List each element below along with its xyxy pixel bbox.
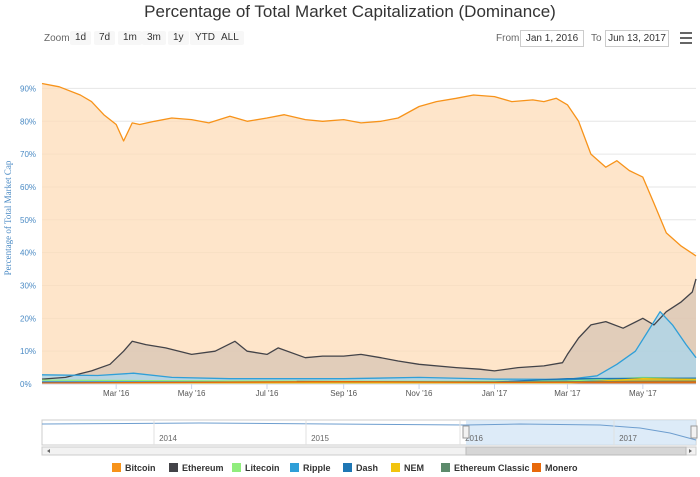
x-tick-label: Sep '16 [330, 389, 357, 398]
navigator-right-handle [690, 425, 698, 439]
x-tick-label: May '16 [178, 389, 206, 398]
zoom-button-all[interactable]: ALL [216, 31, 244, 45]
to-date-input[interactable]: Jun 13, 2017 [605, 30, 669, 47]
y-tick-label: 30% [20, 281, 36, 290]
x-tick-label: Mar '16 [103, 389, 130, 398]
navigator[interactable]: 2014 2015 2016 2017 [41, 419, 698, 456]
legend-item-ethereum-classic[interactable]: Ethereum Classic [441, 463, 530, 473]
zoom-button-1d[interactable]: 1d [70, 31, 92, 45]
zoom-button-3m[interactable]: 3m [142, 31, 166, 45]
legend-label: NEM [404, 463, 424, 473]
navigator-year-label: 2016 [465, 434, 483, 443]
legend-label: Ethereum [182, 463, 224, 473]
chart-title: Percentage of Total Market Capitalizatio… [144, 2, 556, 21]
legend-label: Ripple [303, 463, 331, 473]
zoom-label: Zoom [44, 33, 70, 44]
zoom-button-ytd[interactable]: YTD [190, 31, 220, 45]
y-tick-label: 10% [20, 347, 36, 356]
series-line-nem [41, 378, 697, 384]
x-tick-label: Mar '17 [554, 389, 581, 398]
x-tick-label: May '17 [629, 389, 657, 398]
legend-item-ethereum[interactable]: Ethereum [169, 463, 224, 473]
legend-label: Ethereum Classic [454, 463, 530, 473]
navigator-left-handle [462, 425, 470, 439]
from-date-input[interactable]: Jan 1, 2016 [520, 30, 584, 47]
legend-label: Monero [545, 463, 578, 473]
legend-item-dash[interactable]: Dash [343, 463, 378, 473]
legend-label: Bitcoin [125, 463, 156, 473]
navigator-year-label: 2014 [159, 434, 177, 443]
from-label: From [496, 33, 520, 44]
y-tick-label: 40% [20, 249, 36, 258]
legend-item-bitcoin[interactable]: Bitcoin [112, 463, 156, 473]
series-area-ripple [42, 311, 696, 384]
navigator-year-label: 2017 [619, 434, 637, 443]
series-areas [42, 83, 696, 384]
y-tick-label: 90% [20, 84, 36, 93]
series-lines [41, 82, 697, 384]
legend-item-ripple[interactable]: Ripple [290, 463, 331, 473]
y-tick-label: 80% [20, 117, 36, 126]
scroll-left-arrow-icon [47, 449, 50, 453]
y-tick-label: 70% [20, 150, 36, 159]
legend-swatch [290, 463, 299, 472]
zoom-button-1m[interactable]: 1m [118, 31, 142, 45]
x-tick-label: Jul '16 [256, 389, 279, 398]
series-line-ethereum [41, 278, 697, 380]
chart-canvas: 0% 10% 20% 30% 40% 50% 60% 70% 80% 90% Mar '16 May … [3, 82, 698, 456]
series-area-bitcoin [42, 83, 696, 384]
series-area-ethereum [42, 278, 696, 384]
legend-swatch [532, 463, 541, 472]
legend: Bitcoin Ethereum Litecoin Ripple Dash NEM Ethe… [0, 463, 700, 477]
y-tick-label: 60% [20, 183, 36, 192]
y-axis-label: Percentage of Total Market Cap [3, 160, 13, 275]
to-label: To [591, 33, 602, 44]
legend-swatch [112, 463, 121, 472]
navigator-scrollbar-thumb [465, 446, 687, 456]
navigator-scrollbar-track [41, 446, 697, 456]
navigator-series-line [41, 422, 697, 441]
y-tick-label: 0% [20, 380, 32, 389]
legend-label: Dash [356, 463, 379, 473]
legend-item-nem[interactable]: NEM [391, 463, 424, 473]
legend-swatch [232, 463, 241, 472]
navigator-selected-range [466, 420, 696, 445]
series-line-monero [41, 381, 697, 384]
legend-item-litecoin[interactable]: Litecoin [232, 463, 280, 473]
x-tick-label: Jan '17 [482, 389, 508, 398]
legend-swatch [169, 463, 178, 472]
axes: 0% 10% 20% 30% 40% 50% 60% 70% 80% 90% Mar '16 May … [20, 84, 696, 398]
y-tick-label: 20% [20, 314, 36, 323]
series-line-ripple [41, 311, 697, 381]
legend-swatch [441, 463, 450, 472]
legend-swatch [343, 463, 352, 472]
legend-item-monero[interactable]: Monero [532, 463, 578, 473]
zoom-button-7d[interactable]: 7d [94, 31, 116, 45]
scroll-right-arrow-icon [689, 449, 692, 453]
y-tick-label: 50% [20, 216, 36, 225]
x-tick-label: Nov '16 [406, 389, 433, 398]
series-line-bitcoin [41, 82, 697, 257]
hamburger-menu-icon[interactable] [680, 32, 692, 44]
legend-label: Litecoin [245, 463, 280, 473]
legend-swatch [391, 463, 400, 472]
navigator-year-label: 2015 [311, 434, 329, 443]
zoom-button-1y[interactable]: 1y [168, 31, 189, 45]
